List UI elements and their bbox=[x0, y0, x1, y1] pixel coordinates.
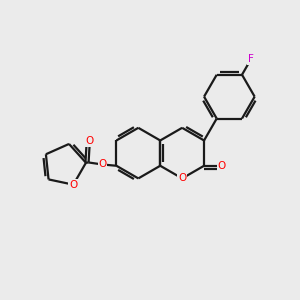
Text: O: O bbox=[218, 161, 226, 171]
Text: F: F bbox=[248, 54, 254, 64]
Text: O: O bbox=[98, 160, 106, 170]
Text: O: O bbox=[86, 136, 94, 146]
Text: O: O bbox=[69, 180, 77, 190]
Text: O: O bbox=[178, 173, 186, 183]
